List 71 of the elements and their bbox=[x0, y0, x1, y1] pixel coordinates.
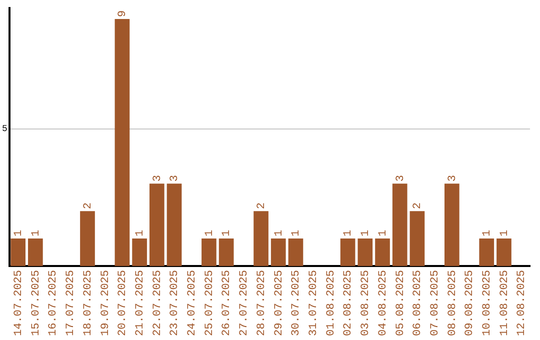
bar bbox=[254, 211, 268, 266]
bar bbox=[10, 238, 26, 266]
data-label: 1 bbox=[221, 230, 234, 237]
data-label: 1 bbox=[30, 230, 42, 237]
bar bbox=[444, 184, 460, 266]
bar bbox=[114, 18, 130, 266]
bar bbox=[358, 238, 373, 266]
bar bbox=[80, 211, 95, 266]
data-label: 1 bbox=[290, 230, 303, 237]
bar bbox=[166, 184, 182, 266]
bar bbox=[392, 184, 408, 266]
bar bbox=[410, 211, 425, 266]
x-tick-label: 28.07.2025 bbox=[256, 270, 268, 336]
data-label: 1 bbox=[498, 230, 511, 237]
x-tick-label: 07.08.2025 bbox=[429, 270, 442, 336]
x-tick-label: 19.07.2025 bbox=[100, 270, 112, 336]
x-tick-label: 22.07.2025 bbox=[152, 270, 164, 336]
x-tick-label: 30.07.2025 bbox=[290, 270, 303, 336]
x-tick-label: 05.08.2025 bbox=[394, 270, 407, 336]
data-label: 3 bbox=[152, 175, 164, 182]
x-tick-label: 18.07.2025 bbox=[82, 270, 94, 336]
x-tick-label: 20.07.2025 bbox=[117, 270, 130, 336]
x-tick-label: 29.07.2025 bbox=[273, 270, 286, 336]
x-tick-label: 15.07.2025 bbox=[30, 270, 42, 336]
data-label: 1 bbox=[12, 230, 25, 237]
data-label: 1 bbox=[342, 230, 355, 237]
x-tick-label: 06.08.2025 bbox=[412, 270, 424, 336]
x-tick-label: 12.08.2025 bbox=[516, 270, 528, 336]
data-label: 2 bbox=[412, 202, 424, 210]
x-tick-label: 01.08.2025 bbox=[325, 270, 338, 336]
data-label: 3 bbox=[446, 175, 459, 182]
x-tick-label: 31.07.2025 bbox=[308, 270, 320, 336]
bar bbox=[375, 238, 390, 266]
bar bbox=[132, 238, 147, 266]
x-tick-label: 27.07.2025 bbox=[238, 270, 251, 336]
bar bbox=[288, 238, 304, 266]
data-label: 3 bbox=[394, 175, 407, 182]
bar bbox=[496, 238, 512, 266]
data-label: 2 bbox=[256, 202, 268, 210]
data-label: 3 bbox=[169, 175, 182, 182]
y-tick-label: 5 bbox=[2, 124, 8, 134]
data-label: 1 bbox=[360, 230, 372, 237]
x-tick-label: 03.08.2025 bbox=[360, 270, 372, 336]
data-label: 1 bbox=[482, 230, 494, 237]
data-label: 1 bbox=[273, 230, 286, 237]
bar bbox=[202, 238, 216, 266]
x-tick-label: 14.07.2025 bbox=[12, 270, 25, 336]
x-tick-label: 17.07.2025 bbox=[65, 270, 78, 336]
data-label: 9 bbox=[117, 10, 130, 17]
bar bbox=[340, 238, 356, 266]
bar bbox=[28, 238, 43, 266]
x-tick-label: 04.08.2025 bbox=[377, 270, 390, 336]
bar bbox=[479, 238, 494, 266]
x-tick-label: 21.07.2025 bbox=[134, 270, 146, 336]
x-tick-label: 16.07.2025 bbox=[48, 270, 60, 336]
bar bbox=[270, 238, 286, 266]
bar bbox=[218, 238, 234, 266]
data-label: 1 bbox=[134, 230, 146, 237]
x-tick-label: 08.08.2025 bbox=[446, 270, 459, 336]
x-tick-label: 11.08.2025 bbox=[498, 270, 511, 336]
data-label: 2 bbox=[82, 202, 94, 210]
data-label: 1 bbox=[204, 230, 216, 237]
x-tick-label: 23.07.2025 bbox=[169, 270, 182, 336]
x-tick-label: 09.08.2025 bbox=[464, 270, 476, 336]
x-tick-label: 24.07.2025 bbox=[186, 270, 199, 336]
x-tick-label: 26.07.2025 bbox=[221, 270, 234, 336]
bar bbox=[149, 184, 164, 266]
data-label: 1 bbox=[377, 230, 390, 237]
x-tick-label: 10.08.2025 bbox=[482, 270, 494, 336]
x-tick-label: 02.08.2025 bbox=[342, 270, 355, 336]
x-tick-label: 25.07.2025 bbox=[204, 270, 216, 336]
